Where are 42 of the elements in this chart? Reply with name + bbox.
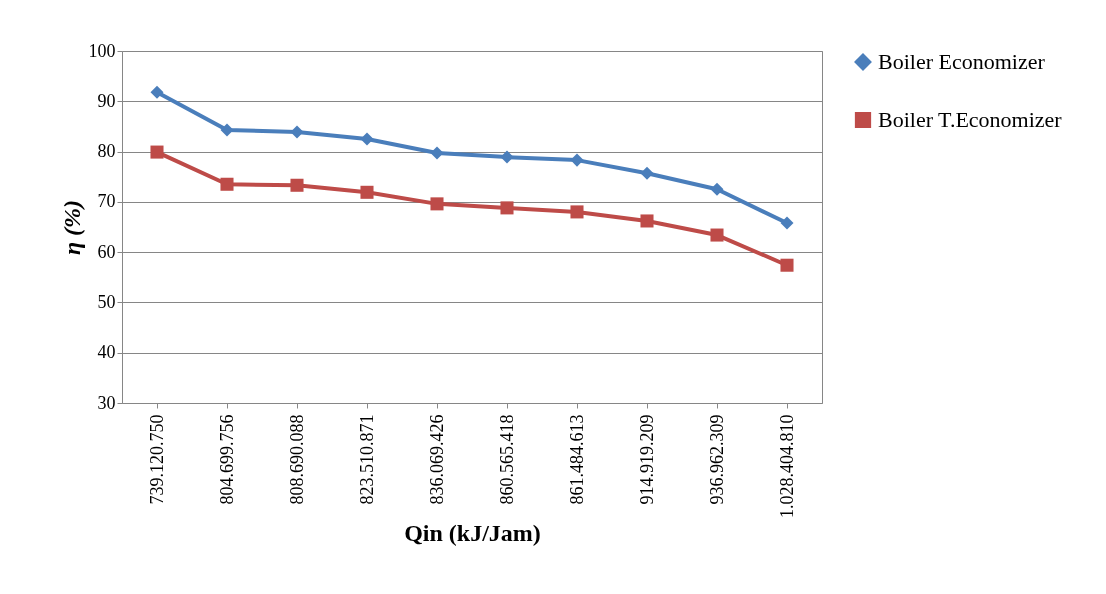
point	[780, 216, 794, 230]
y-tick-label: 90	[97, 90, 116, 111]
x-tick-label: 860.565.418	[496, 414, 517, 505]
point	[360, 132, 374, 146]
point	[220, 123, 234, 137]
x-tick-label: 861.484.613	[566, 414, 587, 505]
x-tick-label: 804.699.756	[216, 414, 237, 505]
point	[430, 146, 444, 160]
point	[640, 166, 654, 180]
x-tick-label: 836.069.426	[426, 414, 447, 505]
y-tick-label: 60	[97, 241, 116, 262]
point	[780, 258, 794, 272]
point	[710, 228, 724, 242]
legend-label: Boiler Economizer	[878, 49, 1046, 74]
y-tick-label: 70	[97, 191, 116, 212]
y-tick-label: 40	[97, 342, 116, 363]
point	[500, 201, 514, 215]
y-tick-label: 80	[97, 141, 116, 162]
point	[290, 178, 304, 192]
x-tick-label: 914.919.209	[636, 414, 657, 505]
x-tick-label: 739.120.750	[146, 414, 167, 505]
point	[290, 125, 304, 139]
legend-label: Boiler T.Economizer	[878, 107, 1063, 132]
y-tick-label: 30	[97, 392, 116, 413]
point	[150, 145, 164, 159]
point	[360, 185, 374, 199]
y-tick-label: 100	[88, 40, 116, 61]
x-tick-label: 823.510.871	[356, 414, 377, 505]
x-tick-label: 936.962.309	[706, 414, 727, 505]
point	[220, 177, 234, 191]
y-tick-label: 50	[97, 291, 116, 312]
point	[150, 85, 164, 99]
point	[430, 197, 444, 211]
point	[570, 205, 584, 219]
x-tick-label: 808.690.088	[286, 414, 307, 505]
point	[710, 182, 724, 196]
x-tick-label: 1.028.404.810	[776, 414, 797, 518]
point	[570, 153, 584, 167]
x-axis-title: Qin (kJ/Jam)	[404, 520, 541, 546]
point	[500, 150, 514, 164]
y-axis-title: η (%)	[58, 199, 85, 256]
point	[640, 214, 654, 228]
